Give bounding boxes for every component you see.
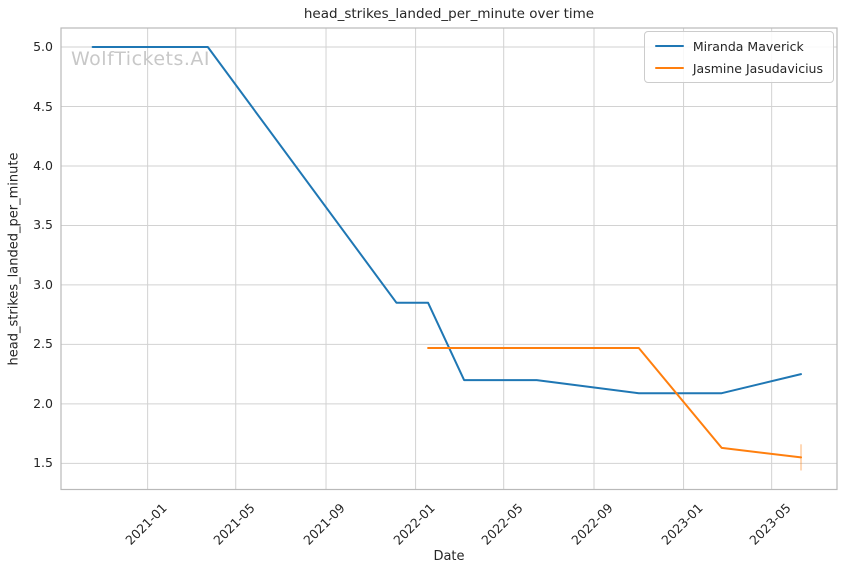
legend-item: Jasmine Jasudavicius: [654, 60, 823, 76]
x-axis-label: Date: [433, 549, 465, 564]
y-tick-label: 1.5: [33, 455, 53, 471]
watermark: WolfTickets.AI: [71, 48, 211, 70]
legend-item-label: Miranda Maverick: [692, 38, 804, 54]
y-tick-label: 2.5: [33, 336, 53, 352]
legend-line-swatch: [654, 45, 684, 47]
y-tick-label: 3.5: [33, 217, 53, 233]
legend-item-label: Jasmine Jasudavicius: [692, 60, 823, 76]
chart-title: head_strikes_landed_per_minute over time: [303, 6, 595, 22]
y-tick-label: 3.0: [33, 276, 53, 292]
y-axis-label: head_strikes_landed_per_minute: [6, 152, 22, 366]
series-line-miranda-maverick: [91, 46, 802, 395]
legend: Miranda Maverick Jasmine Jasudavicius: [643, 31, 834, 83]
y-tick-label: 2.0: [33, 395, 53, 411]
y-tick-label: 4.5: [33, 98, 53, 114]
plot-border: [60, 27, 838, 491]
legend-line-swatch: [654, 67, 684, 69]
y-tick-label: 4.0: [33, 157, 53, 173]
y-tick-label: 5.0: [33, 39, 53, 55]
legend-item: Miranda Maverick: [654, 38, 823, 54]
series-line-jasmine-jasudavicius: [427, 347, 802, 459]
